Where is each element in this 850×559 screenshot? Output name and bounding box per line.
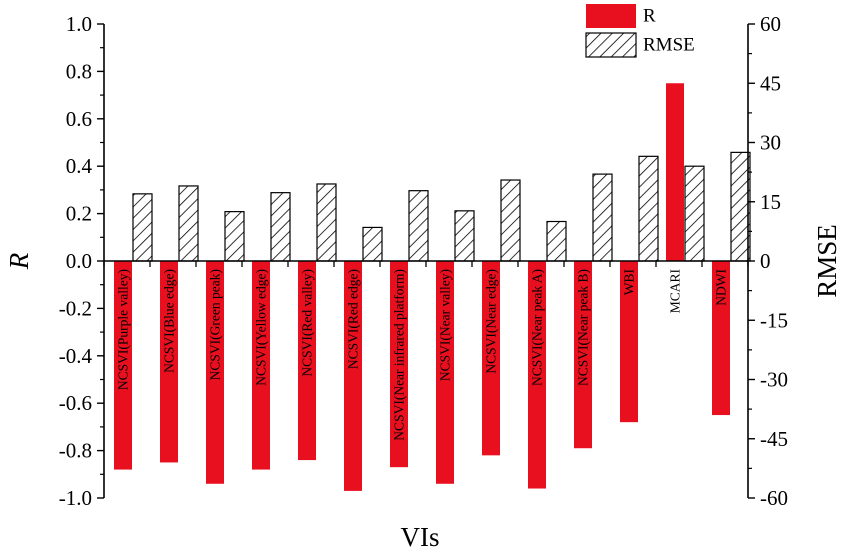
y-tick-label-right: 15 xyxy=(760,190,781,214)
bar-rmse-7 xyxy=(454,210,475,262)
category-label: MCARI xyxy=(668,269,683,314)
bar-r-5 xyxy=(344,261,362,491)
bar-r-11 xyxy=(620,261,638,423)
y-tick-label-right: 0 xyxy=(760,249,771,273)
y-tick-label-left: 0.8 xyxy=(66,59,92,83)
bar-r-9 xyxy=(528,261,546,489)
bar-r-8 xyxy=(482,261,500,456)
category-label: NCSVI(Green peak) xyxy=(208,269,223,380)
category-label: NDWI xyxy=(714,269,729,306)
bar-rmse-8 xyxy=(500,179,521,262)
category-label: NCSVI(Near valley) xyxy=(438,269,453,381)
category-label: NCSVI(Near infrared platform) xyxy=(392,269,407,441)
y-tick-label-left: 0.4 xyxy=(66,154,93,178)
bar-rmse-10 xyxy=(592,173,613,262)
bar-r-3 xyxy=(252,261,270,470)
category-label: NCSVI(Purple valley) xyxy=(116,269,131,390)
y-tick-label-left: -0.8 xyxy=(59,439,92,463)
legend-swatch-r xyxy=(586,4,636,28)
legend-label-r: R xyxy=(643,6,656,27)
y-tick-label-left: -0.6 xyxy=(59,391,92,415)
category-label: NCSVI(Near peak B) xyxy=(576,269,591,386)
bar-rmse-11 xyxy=(638,155,659,262)
category-label: NCSVI(Near peak A) xyxy=(530,269,545,386)
y-axis-title-left: R xyxy=(4,252,34,270)
y-tick-label-right: 30 xyxy=(760,131,781,155)
bar-rmse-0 xyxy=(132,193,153,262)
category-label: NCSVI(Red valley) xyxy=(300,269,315,377)
bar-rmse-13 xyxy=(730,151,751,262)
y-tick-label-right: -45 xyxy=(760,427,788,451)
category-label: NCSVI(Blue edge) xyxy=(162,269,177,373)
y-axis-title-right: RMSE xyxy=(812,224,842,298)
category-label: WBI xyxy=(622,269,637,296)
bar-r-12 xyxy=(666,83,684,261)
bar-rmse-1 xyxy=(178,185,199,262)
bar-r-1 xyxy=(160,261,178,463)
bar-rmse-3 xyxy=(270,192,291,262)
category-label: NCSVI(Near edge) xyxy=(484,269,499,374)
y-tick-label-left: 0.6 xyxy=(66,107,92,131)
bar-r-10 xyxy=(574,261,592,449)
bar-r-0 xyxy=(114,261,132,470)
y-tick-label-left: -0.4 xyxy=(59,344,93,368)
bar-r-2 xyxy=(206,261,224,484)
category-label: NCSVI(Red edge) xyxy=(346,269,361,369)
bar-rmse-5 xyxy=(362,226,383,262)
y-tick-label-left: -1.0 xyxy=(59,486,92,510)
y-tick-label-left: 1.0 xyxy=(66,12,92,36)
bar-rmse-2 xyxy=(224,211,245,262)
bar-rmse-4 xyxy=(316,183,337,262)
legend-label-rmse: RMSE xyxy=(643,35,695,56)
y-tick-label-right: -60 xyxy=(760,486,788,510)
y-tick-label-right: 45 xyxy=(760,71,781,95)
bar-r-6 xyxy=(390,261,408,468)
bar-r-4 xyxy=(298,261,316,461)
x-axis-title: VIs xyxy=(401,522,440,552)
bar-rmse-12 xyxy=(684,165,705,262)
bar-r-7 xyxy=(436,261,454,484)
bar-rmse-9 xyxy=(546,220,567,262)
legend-swatch-rmse xyxy=(585,32,637,58)
bar-r-13 xyxy=(712,261,730,416)
category-label: NCSVI(Yellow edge) xyxy=(254,269,269,386)
y-tick-label-right: 60 xyxy=(760,12,781,36)
y-tick-label-left: 0.0 xyxy=(66,249,92,273)
y-tick-label-left: 0.2 xyxy=(66,202,92,226)
y-tick-label-right: -15 xyxy=(760,308,788,332)
y-tick-label-left: -0.2 xyxy=(59,296,92,320)
y-tick-label-right: -30 xyxy=(760,368,788,392)
bar-rmse-6 xyxy=(408,190,429,262)
